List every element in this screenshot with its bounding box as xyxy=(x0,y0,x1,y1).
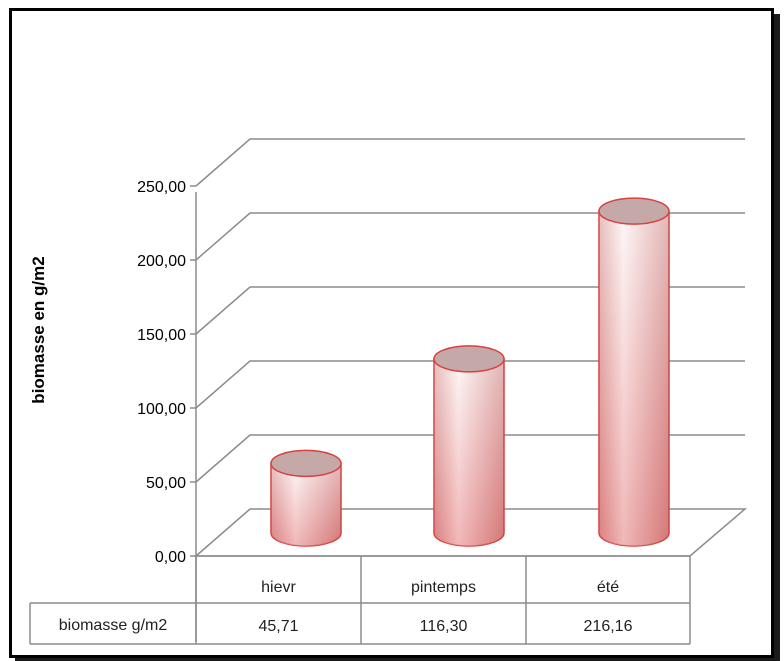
bar-shading xyxy=(271,463,341,546)
y-tick-label: 250,00 xyxy=(137,179,186,196)
bars xyxy=(270,197,670,547)
bar-été xyxy=(598,197,670,547)
gridline xyxy=(195,212,745,261)
x-tick-label: été xyxy=(597,579,619,596)
y-tick-label: 50,00 xyxy=(146,475,186,492)
gridline xyxy=(195,360,745,409)
gridlines xyxy=(195,138,745,483)
bar-shading xyxy=(599,211,669,547)
data-table: hievr 45,71 pintemps 116,30 été 216,16 biomass… xyxy=(29,555,691,645)
y-axis-label: biomasse en g/m2 xyxy=(29,256,48,403)
y-tick-label: 200,00 xyxy=(137,253,186,270)
bar-pintemps xyxy=(433,345,505,547)
x-tick-label: hievr xyxy=(261,579,296,596)
y-tick-label: 100,00 xyxy=(137,401,186,418)
x-tick-label: pintemps xyxy=(411,579,476,596)
bar-top xyxy=(270,449,342,478)
series-name-label: biomasse g/m2 xyxy=(59,617,168,634)
y-tick-label: 150,00 xyxy=(137,327,186,344)
data-label: 116,30 xyxy=(420,618,468,635)
bar-top xyxy=(598,197,670,225)
gridline xyxy=(195,434,745,483)
bar-top xyxy=(433,345,505,373)
data-label: 45,71 xyxy=(258,618,298,635)
y-tick-label: 0,00 xyxy=(155,549,186,566)
data-label: 216,16 xyxy=(584,618,633,635)
bar-shading xyxy=(434,358,504,546)
gridline xyxy=(195,138,745,187)
y-axis: 0,00 50,00 100,00 150,00 200,00 250,00 xyxy=(137,179,197,642)
gridline xyxy=(195,286,745,335)
bar-hievr xyxy=(270,449,342,547)
